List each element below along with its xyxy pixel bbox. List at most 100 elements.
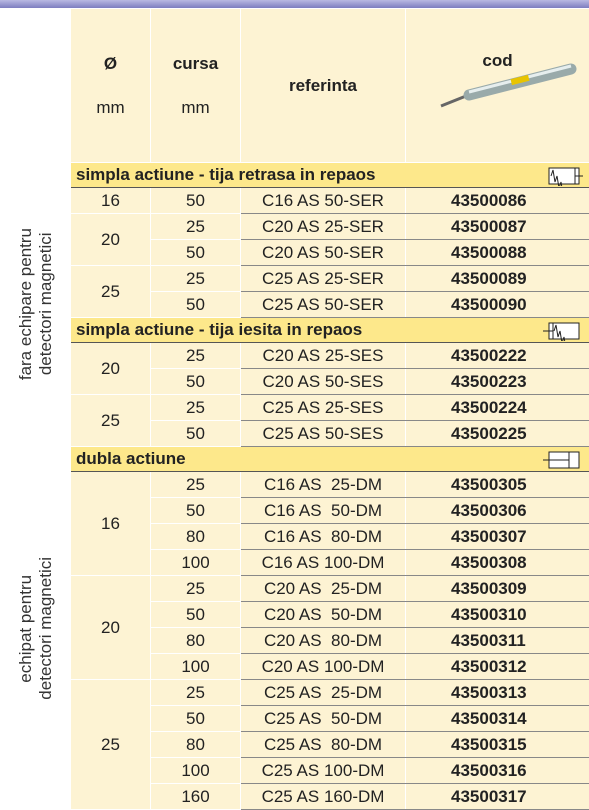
code-cell: 43500222	[406, 343, 589, 369]
symbol-icon	[543, 321, 585, 341]
cylinder-image	[431, 61, 581, 111]
stroke-cell: 50	[151, 706, 241, 732]
group-title-text: simpla actiune - tija iesita in repaos	[76, 320, 362, 339]
code-cell: 43500306	[406, 498, 589, 524]
header-text: referinta	[289, 76, 357, 95]
stroke-cell: 50	[151, 188, 241, 214]
header-cell: cod	[406, 9, 589, 163]
header-empty	[1, 9, 71, 163]
stroke-cell: 100	[151, 654, 241, 680]
stroke-cell: 50	[151, 240, 241, 266]
reference-cell: C20 AS 50-SER	[241, 240, 406, 266]
reference-cell: C20 AS 100-DM	[241, 654, 406, 680]
reference-cell: C20 AS 25-DM	[241, 576, 406, 602]
reference-cell: C25 AS 25-DM	[241, 680, 406, 706]
diameter-cell: 25	[71, 395, 151, 447]
code-cell: 43500310	[406, 602, 589, 628]
stroke-cell: 50	[151, 292, 241, 318]
reference-cell: C16 AS 100-DM	[241, 550, 406, 576]
group-title-text: simpla actiune - tija retrasa in repaos	[76, 165, 376, 184]
code-cell: 43500225	[406, 421, 589, 447]
header-cell: referinta	[241, 9, 406, 163]
symbol-icon	[543, 166, 585, 186]
side-label-line: detectori magnetici	[36, 228, 56, 380]
reference-cell: C25 AS 25-SER	[241, 266, 406, 292]
code-cell: 43500311	[406, 628, 589, 654]
diameter-cell: 16	[71, 188, 151, 214]
stroke-cell: 100	[151, 758, 241, 784]
top-band	[0, 0, 589, 8]
diameter-cell: 20	[71, 343, 151, 395]
reference-cell: C25 AS 100-DM	[241, 758, 406, 784]
reference-cell: C16 AS 50-SER	[241, 188, 406, 214]
header-text: cursa	[173, 54, 218, 73]
stroke-cell: 80	[151, 524, 241, 550]
code-cell: 43500223	[406, 369, 589, 395]
code-cell: 43500087	[406, 214, 589, 240]
reference-cell: C25 AS 50-SES	[241, 421, 406, 447]
code-cell: 43500314	[406, 706, 589, 732]
header-cell: cursa mm	[151, 9, 241, 163]
code-cell: 43500312	[406, 654, 589, 680]
stroke-cell: 25	[151, 472, 241, 498]
diameter-cell: 25	[71, 680, 151, 810]
side-label-line: detectori magnetici	[36, 557, 56, 700]
code-cell: 43500088	[406, 240, 589, 266]
stroke-cell: 50	[151, 602, 241, 628]
reference-cell: C20 AS 25-SES	[241, 343, 406, 369]
reference-cell: C25 AS 50-SER	[241, 292, 406, 318]
reference-cell: C20 AS 50-SES	[241, 369, 406, 395]
stroke-cell: 50	[151, 421, 241, 447]
group-header-row: simpla actiune - tija iesita in repaos	[1, 318, 589, 343]
reference-cell: C20 AS 50-DM	[241, 602, 406, 628]
side-label-line: echipat pentru	[16, 557, 36, 700]
code-cell: 43500317	[406, 784, 589, 810]
reference-cell: C25 AS 80-DM	[241, 732, 406, 758]
stroke-cell: 160	[151, 784, 241, 810]
code-cell: 43500309	[406, 576, 589, 602]
stroke-cell: 25	[151, 680, 241, 706]
unit-text: mm	[71, 98, 150, 118]
stroke-cell: 25	[151, 395, 241, 421]
reference-cell: C20 AS 25-SER	[241, 214, 406, 240]
code-cell: 43500316	[406, 758, 589, 784]
reference-cell: C25 AS 50-DM	[241, 706, 406, 732]
code-cell: 43500315	[406, 732, 589, 758]
stroke-cell: 80	[151, 628, 241, 654]
group-title: dubla actiune	[71, 447, 589, 472]
code-cell: 43500313	[406, 680, 589, 706]
reference-cell: C25 AS 25-SES	[241, 395, 406, 421]
diameter-cell: 20	[71, 214, 151, 266]
group-title: simpla actiune - tija retrasa in repaos	[71, 163, 589, 188]
code-cell: 43500089	[406, 266, 589, 292]
side-label-line: fara echipare pentru	[16, 228, 36, 380]
code-cell: 43500305	[406, 472, 589, 498]
code-cell: 43500086	[406, 188, 589, 214]
header-text: Ø	[104, 54, 117, 73]
unit-text: mm	[151, 98, 240, 118]
stroke-cell: 25	[151, 214, 241, 240]
code-cell: 43500224	[406, 395, 589, 421]
stroke-cell: 25	[151, 576, 241, 602]
code-cell: 43500308	[406, 550, 589, 576]
diameter-cell: 20	[71, 576, 151, 680]
group-title-text: dubla actiune	[76, 449, 186, 468]
stroke-cell: 50	[151, 369, 241, 395]
